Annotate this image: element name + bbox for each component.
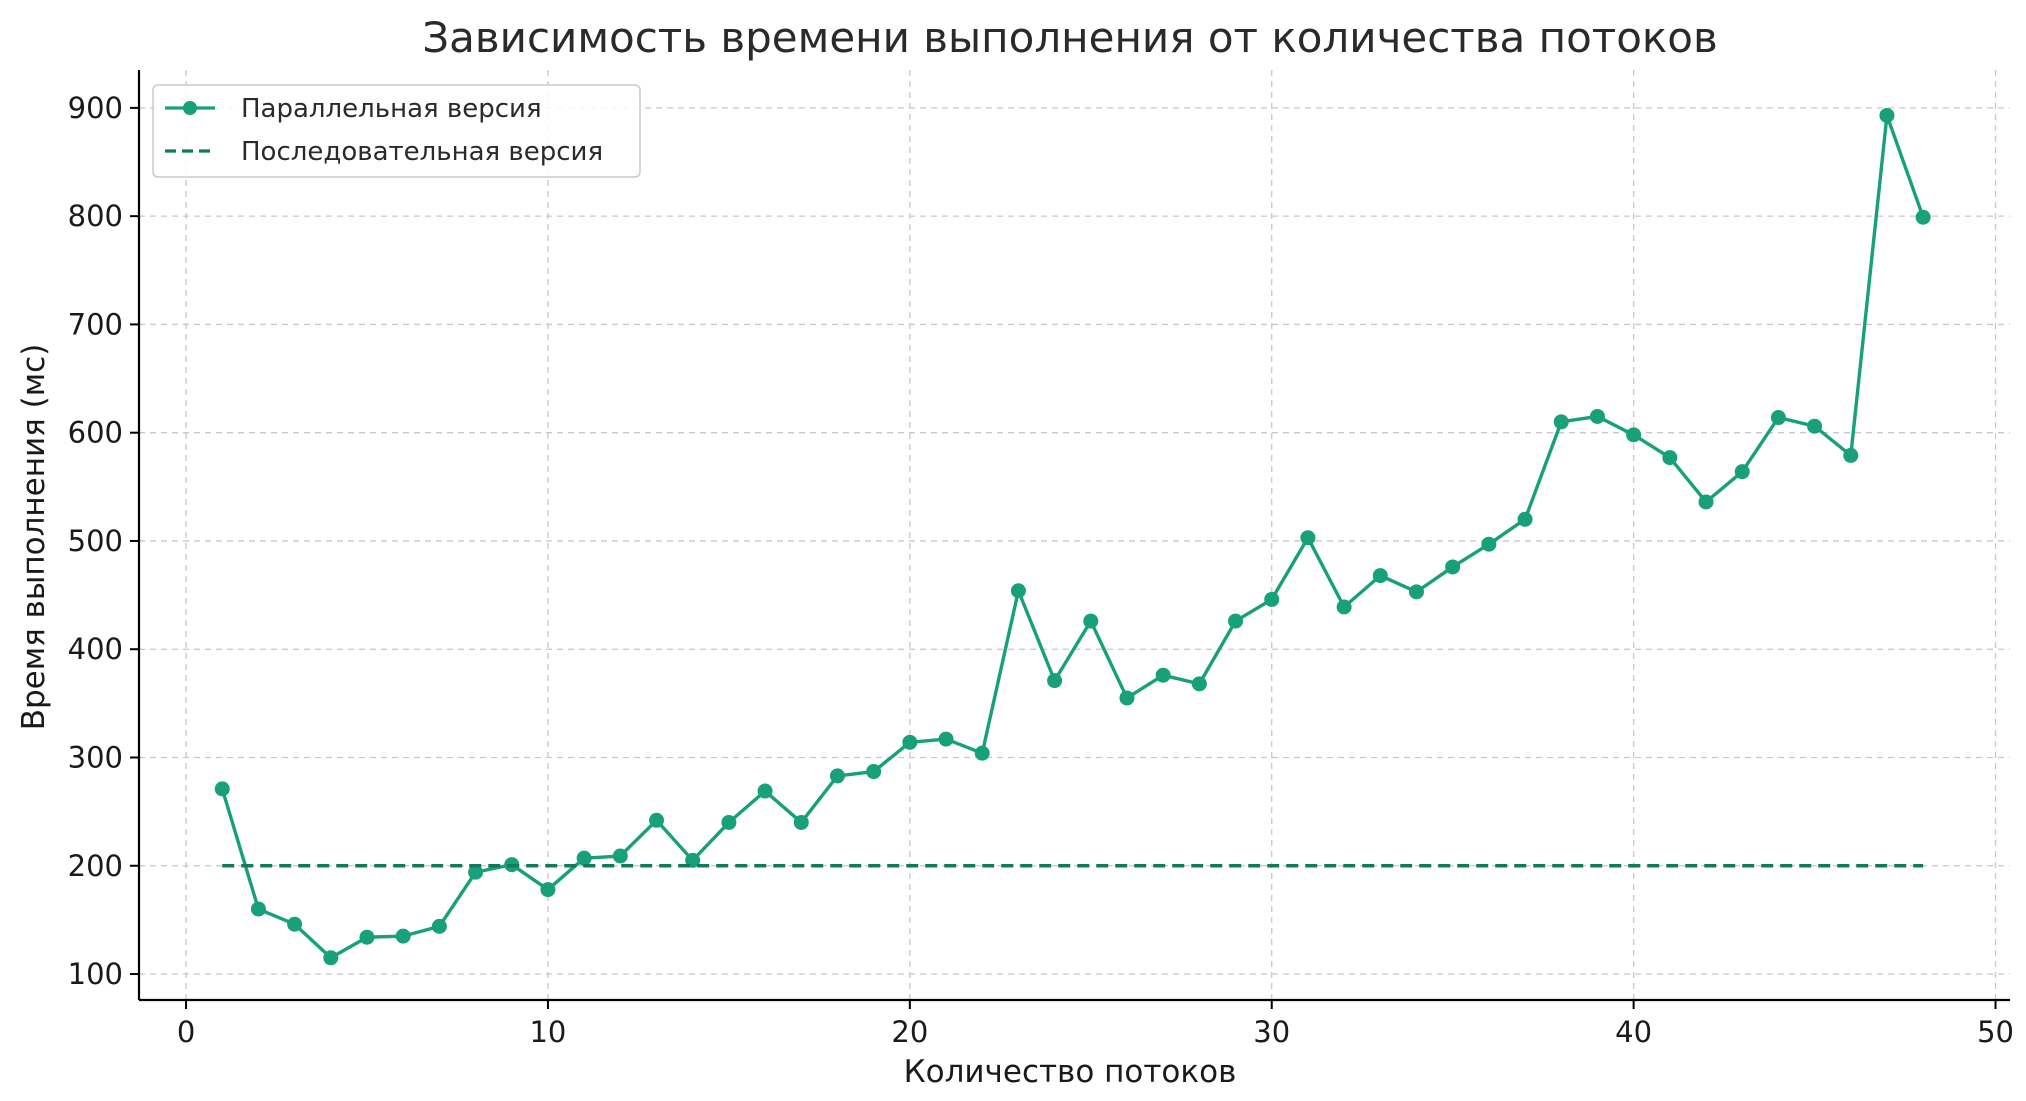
series: [214, 107, 1931, 966]
y-tick-label: 700: [68, 307, 123, 341]
data-point: [866, 764, 882, 780]
x-tick-label: 10: [529, 1015, 566, 1049]
x-tick-label: 30: [1253, 1015, 1290, 1049]
data-point: [612, 848, 628, 864]
series-line-parallel: [220, 113, 1925, 960]
data-point: [974, 745, 990, 761]
data-point: [757, 783, 773, 799]
data-point: [1445, 559, 1461, 575]
y-tick-label: 900: [68, 91, 123, 125]
data-point: [1589, 408, 1605, 424]
data-point: [468, 864, 484, 880]
data-point: [1010, 583, 1026, 599]
data-point: [1770, 410, 1786, 426]
data-point: [323, 950, 339, 966]
data-point: [793, 814, 809, 830]
data-point: [938, 731, 954, 747]
x-axis-title: Количество потоков: [904, 1054, 1237, 1090]
data-point: [1119, 690, 1135, 706]
data-point: [1191, 676, 1207, 692]
data-point: [395, 928, 411, 944]
data-point: [1264, 591, 1280, 607]
data-point: [576, 850, 592, 866]
legend-box: [152, 84, 641, 178]
data-point: [431, 918, 447, 934]
data-point: [1336, 599, 1352, 615]
data-point: [1155, 667, 1171, 683]
y-tick-label: 100: [68, 957, 123, 991]
data-point: [540, 882, 556, 898]
y-tick-label: 300: [68, 740, 123, 774]
data-point: [1626, 427, 1642, 443]
y-tick-label: 500: [68, 524, 123, 558]
legend-label-parallel: Параллельная версия: [241, 94, 542, 124]
data-point: [1228, 613, 1244, 629]
data-point: [250, 901, 266, 917]
legend-marker-parallel: [183, 101, 197, 115]
data-point: [1517, 511, 1533, 527]
data-point: [1662, 450, 1678, 466]
legend: Параллельная версия Последовательная вер…: [152, 84, 641, 178]
data-point: [1047, 673, 1063, 689]
data-point: [1879, 107, 1895, 123]
data-point: [1915, 209, 1931, 225]
data-point: [1300, 530, 1316, 546]
data-point: [1481, 536, 1497, 552]
y-tick-label: 200: [68, 849, 123, 883]
data-point: [1408, 584, 1424, 600]
x-tick-label: 40: [1615, 1015, 1652, 1049]
x-tick-label: 0: [177, 1015, 195, 1049]
grid: [139, 70, 2010, 1000]
y-tick-label: 600: [68, 416, 123, 450]
data-point: [1843, 447, 1859, 463]
data-point: [721, 814, 737, 830]
x-tick-label: 50: [1977, 1015, 2014, 1049]
data-point: [1734, 464, 1750, 480]
y-axis-title: Время выполнения (мс): [16, 344, 52, 731]
x-tick-label: 20: [891, 1015, 928, 1049]
data-point: [829, 768, 845, 784]
data-point: [1698, 494, 1714, 510]
chart-title: Зависимость времени выполнения от количе…: [422, 13, 1718, 62]
data-point: [1372, 568, 1388, 584]
data-point: [1553, 414, 1569, 430]
axes: 0 10 20 30 40 50 100 200 300 400 500 600 700 800 900: [68, 70, 2014, 1049]
data-point: [1807, 418, 1823, 434]
data-point: [359, 929, 375, 945]
data-point: [1083, 613, 1099, 629]
legend-label-sequential: Последовательная версия: [241, 137, 603, 167]
y-tick-label: 400: [68, 632, 123, 666]
data-point: [649, 812, 665, 828]
data-point: [287, 916, 303, 932]
data-point: [214, 781, 230, 797]
data-point: [902, 734, 918, 750]
y-tick-label: 800: [68, 199, 123, 233]
